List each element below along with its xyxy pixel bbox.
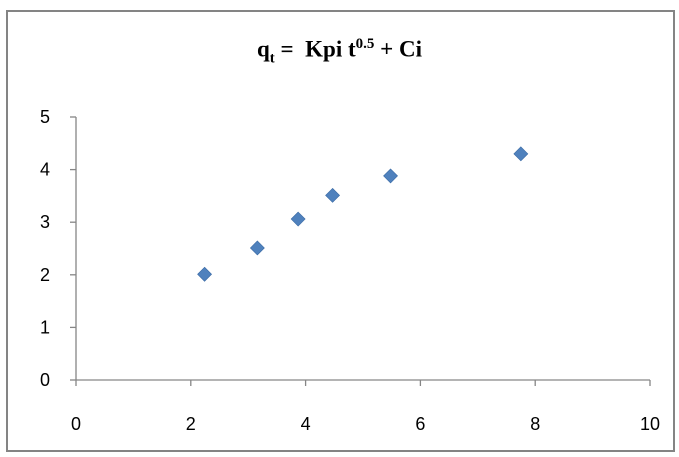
x-tick-label: 6 [415, 414, 425, 434]
data-point [383, 168, 398, 184]
x-tick-label: 8 [530, 414, 540, 434]
axes [75, 117, 650, 381]
data-point [325, 187, 341, 203]
chart-area [6, 10, 675, 452]
y-tick-label: 1 [40, 317, 50, 337]
data-points [197, 146, 529, 282]
y-tick-label: 0 [40, 370, 50, 390]
x-tick-label: 4 [301, 414, 311, 434]
y-tick-label: 2 [40, 265, 50, 285]
x-tick-label: 10 [640, 414, 660, 434]
y-tick-label: 4 [40, 160, 50, 180]
y-tick-label: 5 [40, 107, 50, 127]
x-tick-label: 0 [71, 414, 81, 434]
data-point [249, 240, 265, 256]
y-tick-label: 3 [40, 212, 50, 232]
x-tick-label: 2 [186, 414, 196, 434]
data-point [513, 146, 529, 162]
data-point [197, 266, 213, 282]
ticks: 0 2 4 6 8 10 0 1 2 3 4 5 [40, 107, 660, 434]
chart-title: qt = Kpi t0.5 + Ci [257, 36, 422, 67]
data-point [290, 211, 306, 227]
